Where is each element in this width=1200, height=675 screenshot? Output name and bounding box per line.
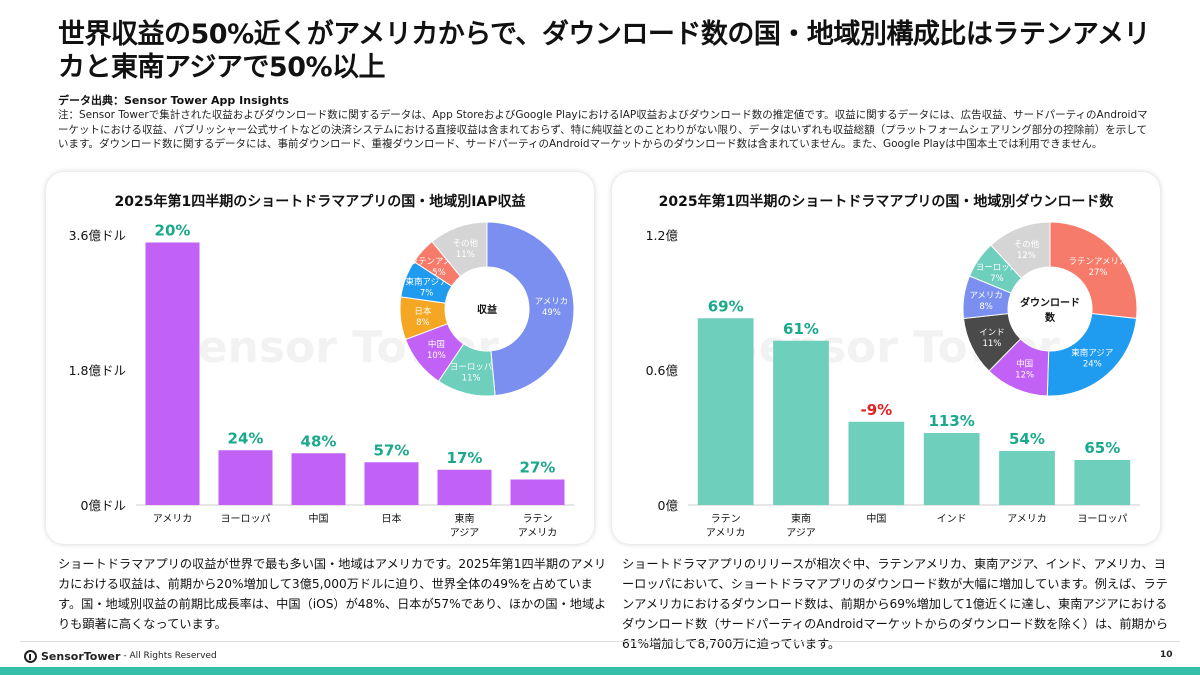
donut-slice-label: その他 11%	[453, 238, 479, 260]
bar-data-label: -9%	[860, 401, 892, 419]
footer-rights: - All Rights Reserved	[123, 651, 217, 661]
donut-slice-label: 東南アジア 24%	[1071, 348, 1113, 370]
y-tick-label: 0.6億	[646, 363, 679, 378]
donut-slice	[990, 221, 1051, 279]
donut-slice	[1046, 313, 1138, 397]
x-tick-label: 日本	[382, 512, 402, 525]
chart-title: 2025年第1四半期のショートドラマアプリの国・地域別ダウンロード数	[659, 193, 1115, 210]
x-tick-label: 中国	[309, 512, 329, 525]
downloads-chart: Sensor Tower2025年第1四半期のショートドラマアプリの国・地域別ダ…	[646, 193, 1140, 539]
bar-data-label: 24%	[228, 429, 264, 447]
bar-data-label: 17%	[447, 449, 483, 467]
downloads-chart-panel: Sensor Tower 2025年第1四半期のショートドラマアプリの国・地域別ダ…	[612, 172, 1160, 544]
bar	[218, 450, 273, 505]
sensortower-logo-icon	[24, 649, 37, 663]
x-tick-label: アメリカ	[153, 513, 193, 525]
donut-slice-label: 中国 10%	[427, 339, 446, 361]
bar	[1074, 460, 1131, 505]
donut-slice-label: その他 12%	[1014, 239, 1040, 261]
downloads-description: ショートドラマアプリのリリースが相次ぐ中、ラテンアメリカ、東南アジア、インド、ア…	[622, 557, 1169, 651]
y-tick-label: 3.6億ドル	[69, 228, 126, 243]
bar	[291, 453, 346, 505]
bar-data-label: 61%	[783, 320, 819, 338]
bar-data-label: 27%	[520, 459, 556, 477]
revenue-chart-panel: Sensor Tower 2025年第1四半期のショートドラマアプリの国・地域別I…	[46, 172, 594, 544]
page-title: 世界収益の50%近くがアメリカからで、ダウンロード数の国・地域別構成比はラテンア…	[58, 19, 1151, 83]
donut-slice-label: アメリカ 8%	[969, 291, 1003, 312]
x-tick-label: ラテンアメリカ	[706, 513, 746, 539]
y-tick-label: 0億	[658, 498, 679, 513]
donut-slice-label: ヨーロッパ 7%	[976, 263, 1019, 284]
x-tick-label: 中国	[866, 512, 886, 525]
bar	[364, 462, 419, 505]
donut-slice-label: 東南アジア 7%	[405, 276, 447, 298]
data-source: データ出典：Sensor Tower App Insights	[58, 94, 289, 107]
x-tick-label: アメリカ	[1007, 513, 1047, 525]
bar-data-label: 69%	[708, 297, 744, 315]
bar	[510, 479, 565, 505]
footer-divider	[20, 641, 1180, 642]
bar	[999, 451, 1055, 505]
bar	[697, 318, 754, 505]
y-tick-label: 1.8億ドル	[69, 363, 126, 378]
x-tick-label: インド	[937, 514, 967, 525]
bar-data-label: 20%	[155, 222, 191, 240]
y-tick-label: 1.2億	[646, 228, 679, 243]
donut-center-label: ダウンロード数	[1020, 296, 1080, 324]
footer-brand: SensorTower	[41, 649, 121, 663]
donut-slice-label: ラテンアメリカ 5%	[409, 257, 468, 278]
donut-slice	[486, 221, 575, 397]
data-note: 注：Sensor Towerで集計された収益およびダウンロード数に関するデータは…	[58, 109, 1148, 150]
donut-slice	[431, 221, 488, 278]
bar-data-label: 48%	[301, 432, 337, 450]
bar-data-label: 113%	[928, 412, 974, 430]
donut-slice-label: ラテンアメリカ 27%	[1068, 257, 1127, 278]
bar-data-label: 65%	[1084, 439, 1120, 457]
donut-slice-label: ヨーロッパ 11%	[450, 363, 493, 384]
revenue-description: ショートドラマアプリの収益が世界で最も多い国・地域はアメリカです。2025年第1…	[58, 557, 607, 631]
donut-center-label: 収益	[477, 303, 497, 316]
y-tick-label: 0億ドル	[81, 498, 126, 513]
bar	[773, 340, 829, 505]
donut-slice-label: インド 11%	[979, 328, 1005, 349]
donut-slice	[1049, 221, 1138, 320]
footer-accent-bar	[0, 667, 1200, 675]
page-number: 10	[1160, 650, 1173, 660]
chart-title: 2025年第1四半期のショートドラマアプリの国・地域別IAP収益	[114, 193, 525, 210]
x-tick-label: 東南アジア	[450, 512, 480, 539]
bar-data-label: 54%	[1009, 430, 1045, 448]
bar	[923, 433, 980, 505]
x-tick-label: ヨーロッパ	[1077, 513, 1127, 525]
revenue-chart: Sensor Tower2025年第1四半期のショートドラマアプリの国・地域別I…	[69, 193, 575, 539]
footer-logo: SensorTower - All Rights Reserved	[24, 648, 217, 664]
x-tick-label: ラテンアメリカ	[518, 513, 558, 539]
donut-slice-label: 日本 8%	[414, 306, 432, 328]
bar-data-label: 57%	[374, 441, 410, 459]
donut-slice-label: 中国 12%	[1015, 358, 1034, 380]
x-tick-label: 東南アジア	[786, 512, 816, 539]
x-tick-label: ヨーロッパ	[221, 513, 271, 525]
donut-slice-label: アメリカ 49%	[535, 297, 569, 318]
bar	[437, 469, 492, 505]
bar	[848, 421, 905, 505]
bar	[145, 242, 200, 505]
